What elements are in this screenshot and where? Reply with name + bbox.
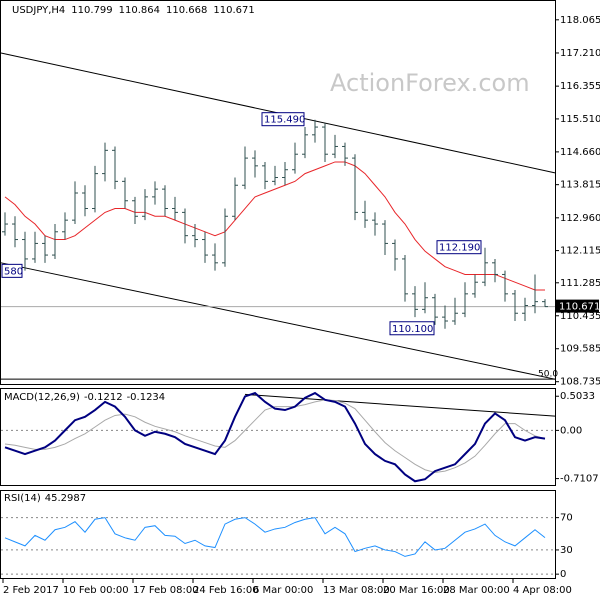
rsi-pane xyxy=(0,490,556,579)
y-tick-label: 112.960 xyxy=(560,213,600,224)
fib-label: 50.0 xyxy=(538,370,558,380)
annotation-box xyxy=(1,263,23,278)
header: USDJPY,H4 110.799 110.864 110.668 110.671 xyxy=(12,5,255,16)
current-price-label: 110.671 xyxy=(559,302,600,313)
macd-trend-line xyxy=(244,393,556,417)
y-tick-label: -0.7107 xyxy=(560,474,599,485)
annotation-box xyxy=(389,321,435,336)
macd-line xyxy=(4,391,546,483)
macd-header: MACD(12,26,9) -0.1212 -0.1234 xyxy=(4,392,165,403)
watermark: ActionForex.com xyxy=(330,69,530,97)
macd-pane xyxy=(0,388,556,486)
y-tick-label: 0 xyxy=(560,569,566,580)
symbol: USDJPY,H4 xyxy=(12,5,65,16)
y-tick-label: 117.210 xyxy=(560,48,600,59)
macd-value: -0.1212 xyxy=(84,392,123,403)
current-price-box xyxy=(556,299,599,313)
header-value: 110.799 xyxy=(71,5,112,16)
x-tick-label: 10 Feb 00:00 xyxy=(63,585,129,596)
trend-line xyxy=(0,262,556,380)
y-tick-label: 109.585 xyxy=(560,344,600,355)
x-tick-label: 13 Mar 08:00 xyxy=(323,585,390,596)
y-tick-label: 116.355 xyxy=(560,81,600,92)
x-tick-label: 2 Feb 2017 xyxy=(3,585,59,596)
rsi-line xyxy=(4,517,546,557)
y-tick-label: 114.660 xyxy=(560,147,600,158)
header-value: 110.671 xyxy=(213,5,254,16)
annotation-label: 580 xyxy=(4,266,23,277)
x-tick-label: 4 Apr 08:00 xyxy=(513,585,572,596)
y-tick-label: 0.5033 xyxy=(560,391,595,402)
annotation-label: 112.190 xyxy=(439,243,480,254)
y-tick-label: 108.735 xyxy=(560,377,600,388)
rsi-title: RSI(14) xyxy=(4,493,41,504)
y-tick-label: 111.285 xyxy=(560,278,600,289)
x-tick-label: 28 Mar 00:00 xyxy=(443,585,510,596)
moving-average xyxy=(4,161,545,291)
annotation-box xyxy=(436,240,482,255)
macd-title: MACD(12,26,9) xyxy=(4,392,80,403)
x-tick-label: 17 Feb 08:00 xyxy=(133,585,199,596)
header-value: 110.668 xyxy=(166,5,207,16)
y-tick-label: 118.065 xyxy=(560,15,600,26)
header-value: 110.864 xyxy=(119,5,160,16)
annotation-box xyxy=(261,112,305,127)
rsi-header: RSI(14) 45.2987 xyxy=(4,493,86,504)
price-pane xyxy=(0,0,556,385)
y-tick-label: 30 xyxy=(560,545,573,556)
x-tick-label: 24 Feb 16:00 xyxy=(193,585,259,596)
y-tick-label: 110.435 xyxy=(560,311,600,322)
y-tick-label: 112.115 xyxy=(560,246,600,257)
annotation-label: 110.100 xyxy=(392,324,433,335)
y-tick-label: 0.00 xyxy=(560,425,582,436)
x-tick-label: 6 Mar 00:00 xyxy=(253,585,313,596)
macd-signal xyxy=(4,399,546,473)
y-tick-label: 113.815 xyxy=(560,180,600,191)
rsi-value: 45.2987 xyxy=(45,493,86,504)
annotation-label: 115.490 xyxy=(264,115,305,126)
y-tick-label: 70 xyxy=(560,513,573,524)
y-tick-label: 115.510 xyxy=(560,114,600,125)
signal-value: -0.1234 xyxy=(127,392,166,403)
x-tick-label: 20 Mar 16:00 xyxy=(383,585,450,596)
